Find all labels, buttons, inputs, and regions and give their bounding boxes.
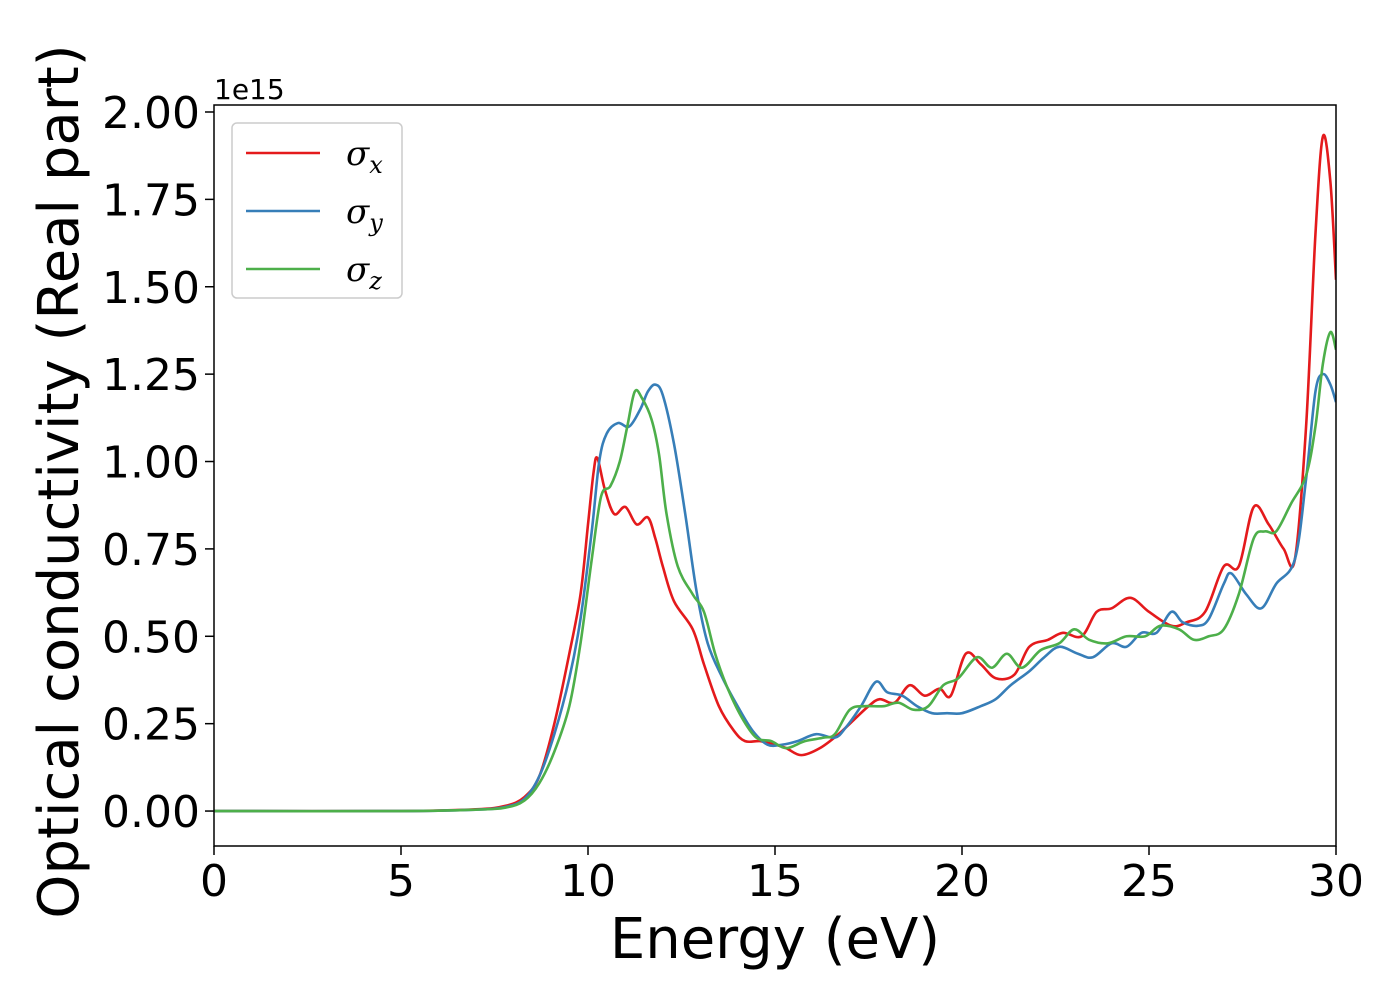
x-axis: 0 5 10 15 20 25 30 xyxy=(200,846,1364,907)
series-line-sigma-z xyxy=(214,330,1336,813)
x-tick-label: 20 xyxy=(934,856,990,907)
y-tick-label: 1.25 xyxy=(102,350,200,401)
y-tick-label: 0.75 xyxy=(102,525,200,576)
y-tick-label: 0.00 xyxy=(102,787,200,838)
series-line-sigma-x xyxy=(214,133,1336,813)
x-tick-label: 5 xyxy=(387,856,415,907)
x-tick-label: 15 xyxy=(747,856,803,907)
y-tick-label: 1.00 xyxy=(102,438,200,489)
y-tick-label: 1.75 xyxy=(102,175,200,226)
y-tick-label: 2.00 xyxy=(102,88,200,139)
plot-content xyxy=(214,133,1336,813)
x-tick-label: 25 xyxy=(1121,856,1177,907)
y-axis-label: Optical conductivity (Real part) xyxy=(27,44,92,918)
series-line-sigma-y xyxy=(214,372,1336,813)
x-tick-label: 10 xyxy=(560,856,616,907)
y-axis: 0.00 0.25 0.50 0.75 1.00 1.25 1.50 1.75 2.00 xyxy=(102,88,214,838)
x-axis-label: Energy (eV) xyxy=(610,907,940,972)
x-tick-label: 0 xyxy=(200,856,228,907)
y-offset-label: 1e15 xyxy=(214,73,285,106)
y-tick-label: 1.50 xyxy=(102,263,200,314)
y-tick-label: 0.25 xyxy=(102,700,200,751)
y-tick-label: 0.50 xyxy=(102,612,200,663)
x-tick-label: 30 xyxy=(1308,856,1364,907)
